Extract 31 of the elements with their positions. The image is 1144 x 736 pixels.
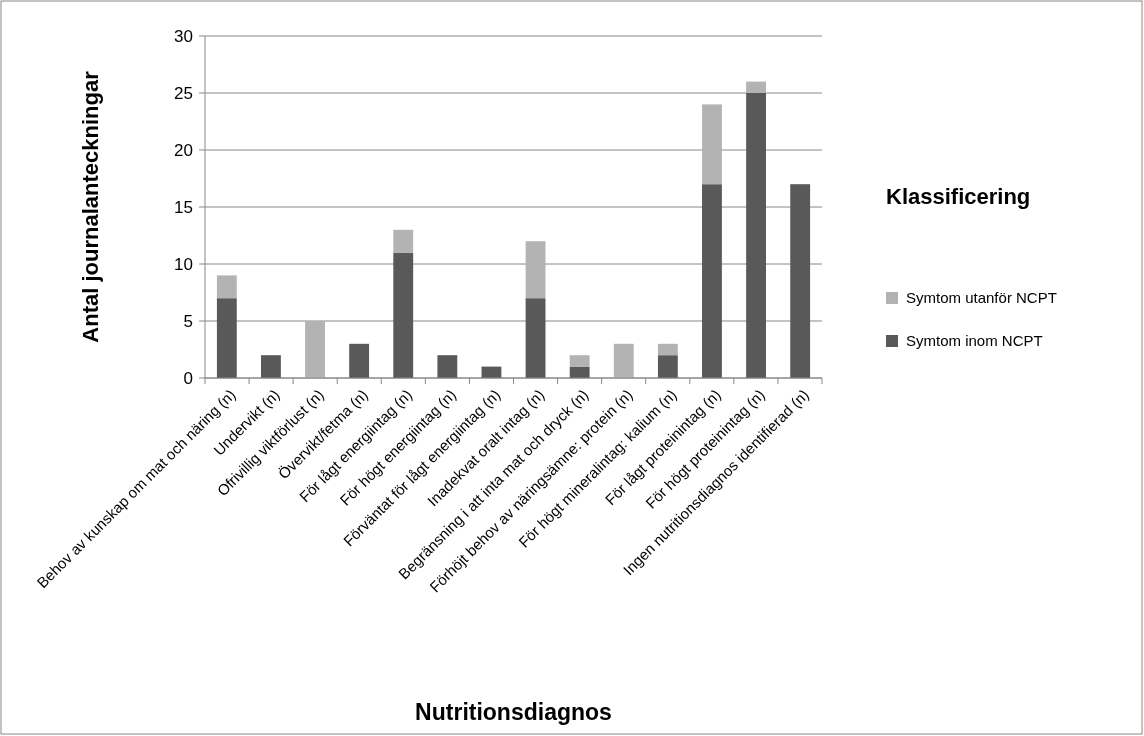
bar	[393, 252, 414, 378]
bar	[790, 184, 811, 378]
legend-title: Klassificering	[886, 183, 1031, 209]
bar	[261, 355, 281, 378]
legend-label: Symtom inom NCPT	[906, 332, 1043, 350]
bar	[525, 241, 546, 299]
bar	[702, 184, 722, 378]
bar	[746, 93, 766, 378]
bar	[746, 81, 766, 93]
bar	[349, 343, 370, 378]
bar	[216, 275, 237, 299]
y-tick-label: 20	[174, 140, 193, 160]
bar	[702, 104, 722, 185]
bar	[569, 355, 590, 367]
y-tick-label: 25	[174, 83, 193, 103]
y-tick-label: 5	[183, 311, 193, 331]
bar	[305, 321, 325, 378]
x-axis-title: Nutritionsdiagnos	[415, 699, 612, 725]
y-tick-label: 0	[183, 368, 193, 388]
y-tick-label: 10	[174, 254, 193, 274]
bar	[216, 298, 237, 378]
bar	[613, 343, 634, 378]
legend-label: Symtom utanför NCPT	[906, 289, 1057, 307]
y-axis-title: Antal journalanteckningar	[78, 70, 103, 343]
bar	[657, 355, 678, 378]
bar	[437, 355, 458, 378]
bar	[393, 229, 414, 253]
y-tick-label: 15	[174, 197, 193, 217]
bar	[657, 343, 678, 356]
y-tick-label: 30	[174, 26, 193, 46]
bar	[525, 298, 546, 378]
